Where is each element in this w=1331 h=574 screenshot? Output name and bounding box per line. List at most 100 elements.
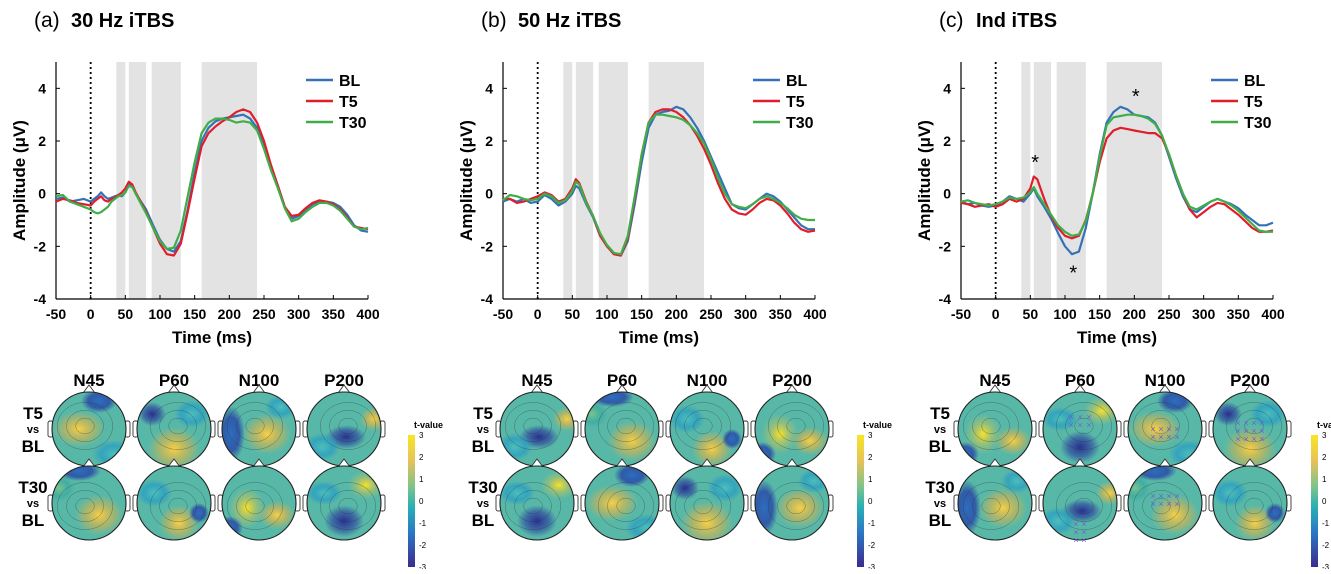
series-line-t30 [960,113,1273,237]
colorbar-tick-label: 3 [868,431,873,440]
topomap-head [47,458,131,541]
topomap-contour [972,490,1010,522]
topomap-set-b: N45 P60 N100 P200T5vsBLT30vsBLt-value3210-1… [468,371,892,572]
significance-cross: × [1235,434,1240,444]
topomap-head [750,384,834,467]
topomap-contour [1133,402,1189,450]
topomap-blob [670,405,705,433]
significance-cross: × [1073,527,1078,537]
topomap-head [953,384,1037,467]
significance-cross: × [1243,434,1248,444]
topomap-row-label: BL [472,511,495,530]
topomap-contour [1235,410,1273,442]
shaded-window-2 [128,62,147,299]
topomap-column-label: P60 [159,371,189,390]
topomap-column-label: P60 [607,371,637,390]
y-tick-label: -4 [481,291,494,307]
topomap-contour [1142,410,1180,442]
colorbar-tick-label: 1 [419,475,424,484]
shaded-window-2 [575,62,594,299]
head-outline [1212,465,1288,541]
panel-label: (b) [481,9,507,32]
significance-cross: × [1068,420,1073,430]
topomap-blob [1060,431,1100,463]
x-tick-label: 150 [1088,306,1112,322]
topomap-contour [684,410,722,442]
x-tick-label: 100 [595,306,619,322]
colorbar-tick-label: 0 [868,497,873,506]
y-tick-label: -2 [939,238,952,254]
y-axis-label: Amplitude (μV) [10,120,29,241]
y-tick-label: -2 [34,238,47,254]
topomap-contour [675,482,731,530]
legend-label-t5: T5 [1244,94,1263,111]
topomap-blob [1214,402,1242,426]
topomap-contour [786,497,806,515]
x-tick-label: 350 [769,306,793,322]
shaded-window-4 [1106,62,1163,299]
topomap-contour [505,482,561,530]
x-tick-label: 250 [1157,306,1181,322]
topomap-blob [1250,400,1286,428]
topomap-contour [607,490,645,522]
significance-cross: × [1158,499,1163,509]
topomap-contour [598,482,654,530]
topomap-head [750,458,834,541]
topomap-contour [338,417,358,435]
significance-cross: × [1243,418,1248,428]
panel-label: (c) [939,9,964,32]
topomap-head [495,384,579,467]
x-tick-label: 200 [665,306,689,322]
topomap-contour [777,490,815,522]
colorbar-tick-label: -2 [419,541,427,550]
topomap-head [217,384,301,467]
colorbar-tick-label: -3 [1322,563,1330,569]
y-tick-label: 4 [485,80,493,96]
colorbar-tick-label: 1 [1322,475,1327,484]
head-outline [1127,465,1203,541]
chart-title: 50 Hz iTBS [518,10,621,32]
colorbar-tick-label: 1 [868,475,873,484]
topomap-blob [222,516,243,540]
topomap-blob [75,495,123,535]
topomap-blob [53,411,105,447]
colorbar [857,435,864,567]
topomap-head [665,384,749,467]
topomap-blob [259,501,295,529]
y-tick-label: 2 [943,133,951,149]
topomap-contour [598,402,654,450]
significance-cross: × [1166,432,1171,442]
topomap-contour [963,482,1019,530]
significance-cross: × [1158,491,1163,501]
topomap-blob [755,442,776,466]
topomap-column-label: P200 [1230,371,1270,390]
head-outline [306,465,382,541]
topomap-row-label: T30 [468,478,497,497]
topomap-column-label: N100 [1145,371,1186,390]
shaded-window-3 [598,62,628,299]
topomap-blob [692,431,732,466]
topomap-contour [168,417,188,435]
y-tick-label: 0 [485,186,493,202]
topomap-head [1208,458,1292,541]
series-line-t5 [960,126,1274,240]
topomap-row-label: BL [472,437,495,456]
topomap-contour [981,497,1001,515]
topomap-row-vs: vs [27,498,39,510]
y-tick-label: 2 [485,133,493,149]
y-tick-label: 4 [38,80,46,96]
panel-label: (a) [34,9,60,32]
shaded-window-2 [1033,62,1052,299]
topomap-blob [500,481,535,505]
topomap-row-label: BL [22,511,45,530]
topomap-contour [150,402,206,450]
topomap-contour [768,482,824,530]
topomap-contour [1056,482,1112,530]
topomap-contour [1065,410,1103,442]
topomap-contour [777,410,815,442]
topomap-column-label: N100 [239,371,280,390]
significance-cross: × [1150,491,1155,501]
x-tick-label: 300 [734,306,758,322]
x-axis-label: Time (ms) [619,328,699,347]
x-tick-label: 200 [1123,306,1147,322]
